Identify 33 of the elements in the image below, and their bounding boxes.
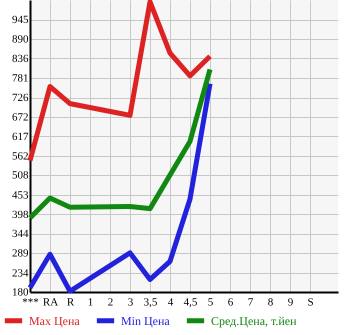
x-tick-label: *** [22, 296, 39, 308]
y-tick-label: 781 [12, 72, 28, 84]
y-tick-label: 562 [12, 150, 28, 162]
x-tick-label: 3,5 [144, 296, 158, 308]
y-tick-label: 289 [12, 248, 29, 260]
x-tick-label: 9 [288, 296, 294, 308]
y-tick-label: 398 [12, 208, 29, 221]
x-tick-label: 6 [228, 296, 234, 308]
x-tick-label: 3 [128, 296, 134, 308]
y-tick-label: 945 [12, 14, 29, 26]
legend-label: Сред.Цена, т.йен [211, 314, 298, 328]
y-tick-label: 344 [12, 228, 29, 240]
y-tick-label: 726 [12, 92, 29, 104]
y-tick-label: 508 [12, 170, 29, 182]
y-tick-label: 617 [12, 130, 29, 143]
x-tick-label: 8 [268, 296, 274, 308]
x-tick-label: 2 [108, 296, 114, 308]
y-tick-label: 672 [12, 111, 28, 124]
legend-label: Min Цена [121, 314, 170, 328]
y-tick-label: 836 [12, 52, 29, 65]
legend-label: Max Цена [29, 314, 80, 328]
x-tick-label: 7 [248, 296, 254, 308]
y-tick-label: 180 [12, 286, 29, 298]
x-tick-label: 4 [168, 296, 174, 308]
x-tick-label: 4,5 [184, 296, 198, 308]
x-tick-label: S [307, 296, 314, 308]
x-tick-label: 5 [208, 296, 214, 308]
x-tick-label: 1 [88, 296, 94, 308]
x-tick-label: RA [42, 296, 58, 308]
y-tick-label: 234 [12, 267, 29, 280]
x-tick-label: R [66, 296, 75, 308]
y-tick-label: 890 [12, 34, 29, 46]
y-tick-label: 453 [12, 189, 29, 202]
